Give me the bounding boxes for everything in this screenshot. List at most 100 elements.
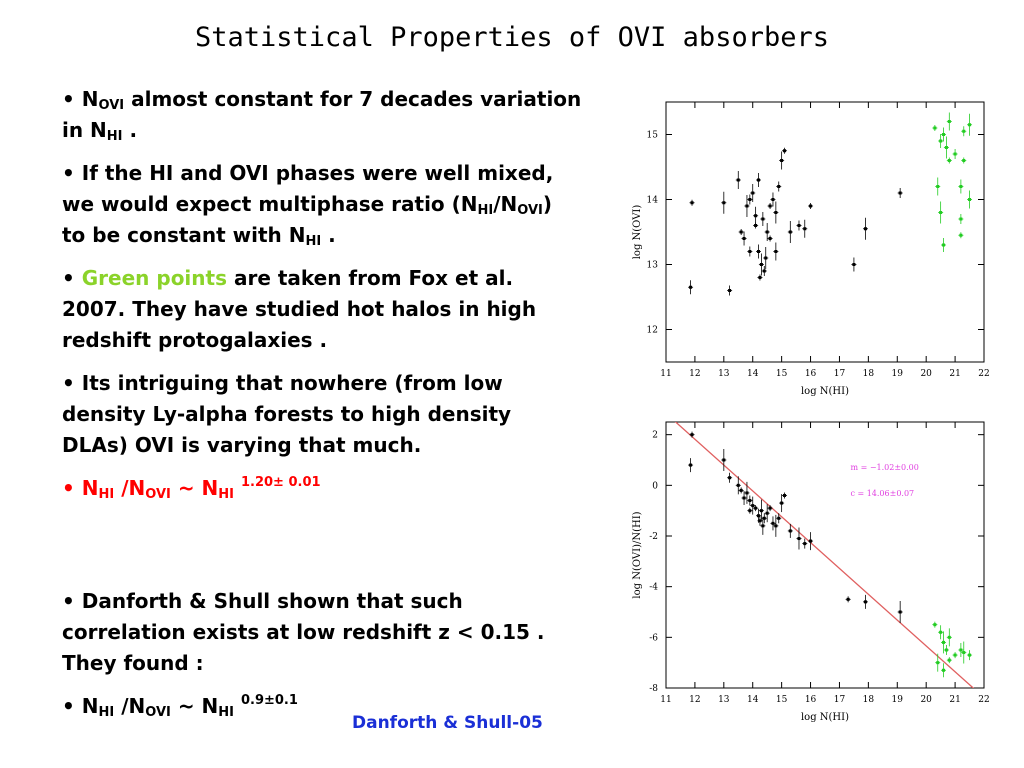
y-tick-label: -2 [649, 532, 658, 542]
x-tick-label: 21 [949, 369, 960, 379]
data-point-green [967, 190, 973, 209]
bullet-intriguing: • Its intriguing that nowhere (from low … [62, 371, 512, 457]
data-point [760, 212, 766, 226]
data-point [764, 504, 770, 523]
data-point [802, 538, 808, 549]
data-point-green [946, 628, 952, 647]
data-point [808, 203, 814, 209]
data-point [688, 280, 694, 295]
bullet-multiphase: • If the HI and OVI phases were well mix… [62, 161, 554, 249]
data-point [763, 247, 769, 269]
plot-novi-vs-nhi: 11 12 13 14 15 16 17 18 19 20 21 22 12 13 14 15 log N(HI… [620, 92, 992, 402]
data-point [741, 231, 747, 246]
data-point [744, 481, 750, 504]
data-point [796, 220, 802, 231]
x-tick-label: 19 [892, 695, 904, 705]
data-point-green [961, 126, 967, 137]
data-point [779, 151, 785, 170]
data-point-green [961, 641, 967, 664]
bullet-novi-constant: • NOVI almost constant for 7 decades var… [62, 87, 582, 144]
y-tick-label: 2 [652, 431, 658, 441]
data-point-green [958, 232, 964, 239]
data-point-green [967, 650, 973, 661]
bullet-danforth-shull: • Danforth & Shull shown that such corre… [62, 589, 545, 675]
data-point-green [952, 149, 958, 159]
x-tick-label: 11 [660, 695, 671, 705]
y-tick-label: 0 [652, 481, 658, 491]
data-point [744, 195, 750, 217]
data-point-green [946, 157, 952, 164]
bullet-dot: • [62, 87, 75, 111]
data-point [756, 244, 762, 259]
data-point [753, 505, 759, 512]
data-point-green [946, 657, 952, 664]
fit-annotation: c = 14.06±0.07 [850, 489, 914, 498]
data-point [773, 242, 779, 261]
data-point-green [938, 134, 944, 148]
plot-frame [665, 101, 985, 363]
x-tick-label: 17 [834, 695, 846, 705]
plot-ratio-vs-nhi: 11 12 13 14 15 16 17 18 19 20 21 22 -8 -6 -4 -2 0 2 log N(… [620, 412, 992, 728]
data-point [727, 285, 733, 296]
x-tick-label: 17 [834, 369, 846, 379]
data-point [747, 246, 753, 257]
data-point-green [935, 653, 941, 672]
y-tick-label: -4 [649, 583, 658, 593]
x-axis-label: log N(HI) [801, 386, 849, 397]
plot-novi-vs-nhi-svg: 11 12 13 14 15 16 17 18 19 20 21 22 12 13 14 15 log N(HI… [632, 101, 990, 397]
data-point-green [943, 645, 949, 655]
data-point [735, 171, 741, 189]
data-point [767, 203, 773, 209]
data-point [747, 507, 753, 514]
data-point [851, 257, 857, 272]
data-point [802, 219, 808, 238]
data-point [689, 199, 695, 206]
data-point-green [935, 177, 941, 196]
data-point [782, 147, 788, 154]
x-tick-label: 20 [920, 695, 932, 705]
bullet-relation-fox: • NHI /NOVI ~ NHI 1.20± 0.01 [62, 475, 321, 502]
y-tick-label: 13 [647, 261, 659, 271]
data-point [761, 266, 767, 276]
data-point [787, 221, 793, 243]
data-point-green [967, 113, 973, 136]
data-point [897, 601, 903, 623]
citation: Danforth & Shull-05 [352, 713, 543, 733]
x-tick-label: 12 [689, 369, 700, 379]
x-tick-label: 12 [689, 695, 700, 705]
y-axis-label: log N(OVI)/N(HI) [632, 511, 643, 598]
data-point [767, 505, 773, 512]
bullet-dot: • [62, 694, 75, 718]
data-point [747, 495, 753, 506]
data-point [750, 496, 756, 515]
data-point-green [943, 136, 949, 159]
fit-line [674, 422, 975, 688]
data-point [688, 458, 694, 473]
data-point [756, 173, 762, 187]
x-tick-label: 18 [863, 369, 875, 379]
data-point [757, 515, 763, 526]
data-point [741, 491, 747, 505]
bullet-dot: • [62, 476, 75, 500]
bullet-dot: • [62, 161, 75, 185]
fit-annotation: m = −1.02±0.00 [850, 463, 918, 472]
data-point [758, 253, 764, 276]
data-point-green [958, 179, 964, 194]
y-tick-label: 12 [647, 326, 658, 336]
x-tick-label: 22 [978, 369, 989, 379]
data-point-green [932, 125, 938, 131]
data-point [770, 192, 776, 207]
data-point [747, 194, 753, 205]
x-tick-label: 16 [805, 695, 817, 705]
data-point [735, 476, 741, 495]
x-tick-label: 16 [805, 369, 817, 379]
bullet-dot: • [62, 589, 75, 613]
data-point [721, 191, 727, 214]
x-tick-label: 15 [776, 369, 788, 379]
bullet-green-points: • Green points are taken from Fox et al.… [62, 266, 537, 352]
data-point-green [958, 214, 964, 224]
data-point-green [941, 238, 947, 252]
data-point [776, 513, 782, 524]
data-point [787, 523, 793, 538]
data-point [862, 217, 868, 240]
